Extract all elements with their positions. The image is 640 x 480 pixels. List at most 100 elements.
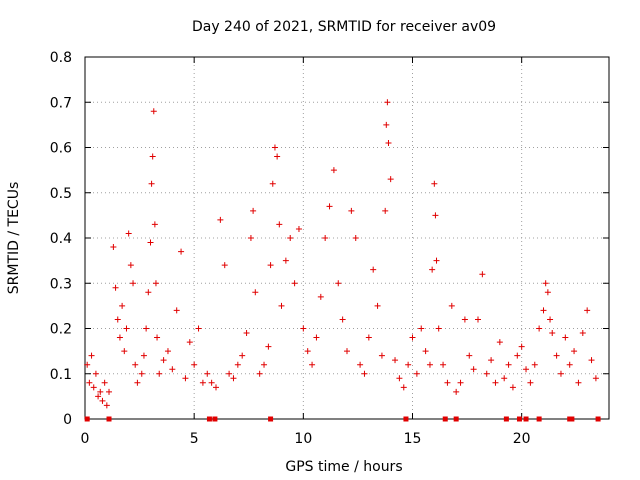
data-point bbox=[287, 235, 294, 241]
data-point bbox=[562, 334, 569, 341]
data-point bbox=[370, 266, 377, 273]
data-point bbox=[182, 375, 189, 382]
y-tick-label: 0.4 bbox=[50, 231, 72, 247]
data-point bbox=[544, 289, 551, 296]
data-point bbox=[103, 402, 110, 409]
x-tick-label: 15 bbox=[404, 431, 422, 447]
data-point bbox=[121, 348, 128, 355]
data-point bbox=[361, 370, 368, 377]
data-point bbox=[213, 384, 219, 391]
data-point bbox=[156, 370, 163, 377]
x-tick-label: 20 bbox=[513, 431, 531, 447]
data-point bbox=[278, 302, 285, 309]
data-point bbox=[357, 361, 364, 368]
data-point bbox=[291, 280, 298, 287]
data-point bbox=[317, 293, 324, 300]
data-point bbox=[106, 388, 113, 395]
data-point bbox=[429, 266, 436, 273]
data-point bbox=[295, 225, 302, 232]
y-tick-label: 0.7 bbox=[50, 95, 72, 111]
data-point bbox=[557, 370, 564, 377]
data-point bbox=[252, 289, 259, 296]
data-point bbox=[304, 348, 311, 355]
gap-flag bbox=[569, 416, 575, 422]
data-point bbox=[309, 361, 316, 368]
data-point bbox=[92, 370, 99, 377]
data-point bbox=[527, 379, 534, 386]
data-point bbox=[413, 370, 420, 377]
data-point bbox=[466, 352, 473, 359]
y-tick-label: 0.3 bbox=[50, 276, 72, 292]
data-point bbox=[492, 379, 499, 386]
data-point bbox=[348, 207, 355, 214]
data-point bbox=[536, 325, 543, 332]
gap-flag bbox=[212, 416, 218, 422]
y-tick-label: 0.1 bbox=[50, 367, 72, 383]
data-point bbox=[475, 316, 481, 323]
data-point bbox=[112, 284, 119, 291]
data-point bbox=[119, 302, 126, 309]
data-point bbox=[444, 379, 451, 386]
y-axis-label: SRMTID / TECUs bbox=[6, 182, 22, 295]
data-point bbox=[195, 325, 202, 332]
data-point bbox=[435, 325, 442, 332]
data-point bbox=[274, 153, 281, 160]
data-point bbox=[250, 207, 257, 214]
data-point bbox=[501, 375, 508, 382]
data-point bbox=[99, 397, 106, 404]
data-point bbox=[433, 257, 440, 264]
gap-flags bbox=[84, 416, 601, 422]
gap-flag bbox=[403, 416, 409, 422]
data-point bbox=[483, 370, 490, 377]
data-point bbox=[365, 334, 372, 341]
data-point bbox=[344, 348, 350, 355]
data-point bbox=[173, 307, 180, 314]
data-point bbox=[261, 361, 268, 368]
data-point bbox=[313, 334, 320, 341]
data-point bbox=[448, 302, 455, 309]
data-point bbox=[385, 139, 392, 146]
data-point bbox=[90, 384, 97, 391]
data-point bbox=[400, 384, 407, 391]
data-point bbox=[84, 361, 91, 368]
data-point bbox=[265, 343, 272, 350]
data-point bbox=[271, 144, 278, 151]
data-point bbox=[514, 352, 521, 359]
data-point bbox=[116, 334, 123, 341]
data-point bbox=[267, 262, 274, 269]
y-tick-label: 0.2 bbox=[50, 322, 72, 338]
data-point bbox=[383, 121, 390, 128]
data-point bbox=[542, 280, 549, 287]
data-point bbox=[208, 379, 215, 386]
data-point bbox=[461, 316, 468, 323]
data-point bbox=[566, 361, 573, 368]
data-point bbox=[138, 370, 145, 377]
gap-flag bbox=[206, 416, 212, 422]
data-point bbox=[531, 361, 538, 368]
data-point bbox=[300, 325, 307, 332]
axis-tick-labels: 0 0.1 0.2 0.3 0.4 0.5 0.6 0.7 0.8 0 5 10 15 20 bbox=[50, 50, 531, 447]
data-point bbox=[140, 352, 147, 359]
data-point bbox=[488, 357, 495, 364]
data-point bbox=[549, 330, 556, 337]
data-point bbox=[150, 108, 157, 115]
y-tick-label: 0.8 bbox=[50, 50, 72, 66]
data-point bbox=[88, 352, 95, 359]
data-point bbox=[326, 203, 333, 210]
gap-flag bbox=[503, 416, 509, 422]
gap-flag bbox=[516, 416, 522, 422]
data-point bbox=[496, 339, 503, 346]
data-point bbox=[384, 99, 391, 106]
y-tick-label: 0 bbox=[63, 412, 72, 428]
data-point bbox=[148, 180, 155, 187]
data-points bbox=[84, 99, 599, 409]
data-point bbox=[405, 361, 412, 368]
data-point bbox=[160, 357, 167, 364]
data-point bbox=[247, 235, 254, 241]
x-axis-label: GPS time / hours bbox=[285, 459, 402, 475]
data-point bbox=[392, 357, 399, 364]
data-point bbox=[230, 375, 237, 382]
data-point bbox=[95, 393, 102, 400]
data-point bbox=[335, 280, 342, 287]
